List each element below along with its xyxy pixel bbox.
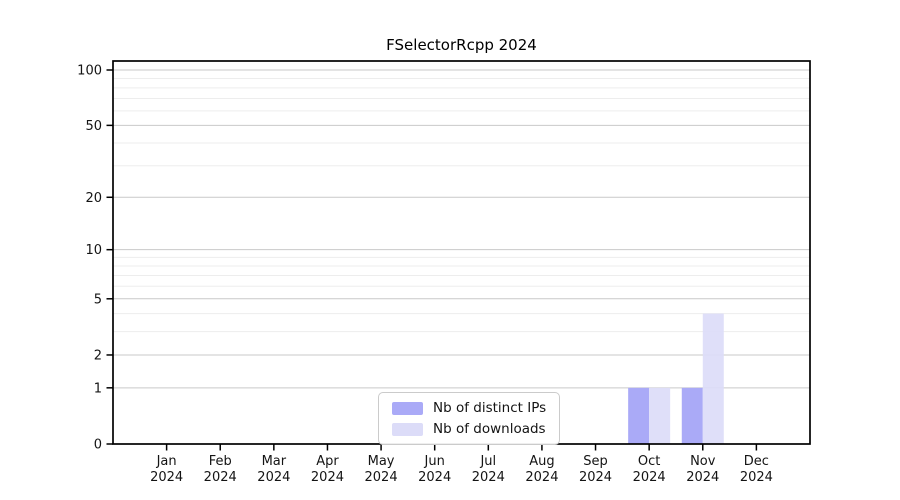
y-tick-label: 1 [94, 381, 102, 396]
x-tick-label-year: 2024 [740, 470, 773, 485]
bar-distinct-ips [628, 387, 650, 444]
x-tick-label-month: Jul [479, 454, 496, 469]
x-tick-label-month: May [368, 454, 395, 469]
x-tick-label-month: Oct [638, 454, 660, 469]
x-tick-label-month: Mar [262, 454, 287, 469]
x-tick-label-month: Sep [583, 454, 608, 469]
x-tick-label-year: 2024 [686, 470, 719, 485]
x-tick-label-month: Nov [690, 454, 716, 469]
y-tick-label: 100 [77, 64, 102, 79]
legend-label-distinct-ips: Nb of distinct IPs [433, 400, 547, 416]
x-tick-label-year: 2024 [579, 470, 612, 485]
bar-downloads [702, 313, 724, 444]
x-tick-label-year: 2024 [204, 470, 237, 485]
x-tick-label-year: 2024 [150, 470, 183, 485]
legend: Nb of distinct IPs Nb of downloads [378, 392, 561, 445]
x-tick-label-year: 2024 [257, 470, 290, 485]
x-tick-label-year: 2024 [525, 470, 558, 485]
y-tick-label: 0 [94, 438, 102, 453]
x-tick-label-year: 2024 [365, 470, 398, 485]
y-tick-label: 10 [85, 243, 102, 258]
y-tick-label: 5 [94, 292, 102, 307]
legend-item-distinct-ips: Nb of distinct IPs [392, 400, 546, 416]
y-tick-label: 50 [85, 119, 102, 134]
chart-title: FSelectorRcpp 2024 [386, 36, 537, 54]
x-tick-label-year: 2024 [472, 470, 505, 485]
legend-swatch-downloads [392, 422, 423, 436]
x-tick-label-year: 2024 [418, 470, 451, 485]
bar-downloads [649, 387, 671, 444]
y-tick-label: 2 [94, 348, 102, 363]
x-tick-label-month: Apr [316, 454, 339, 469]
legend-swatch-distinct-ips [392, 401, 423, 415]
x-tick-label-year: 2024 [311, 470, 344, 485]
x-tick-label-month: Jan [156, 454, 177, 469]
legend-item-downloads: Nb of downloads [392, 421, 546, 437]
x-tick-label-month: Feb [209, 454, 232, 469]
x-tick-label-month: Dec [744, 454, 769, 469]
legend-label-downloads: Nb of downloads [433, 421, 546, 437]
x-tick-label-month: Jun [424, 454, 445, 469]
y-tick-label: 20 [85, 191, 102, 206]
bar-distinct-ips [681, 387, 703, 444]
x-tick-label-month: Aug [529, 454, 554, 469]
x-tick-label-year: 2024 [633, 470, 666, 485]
